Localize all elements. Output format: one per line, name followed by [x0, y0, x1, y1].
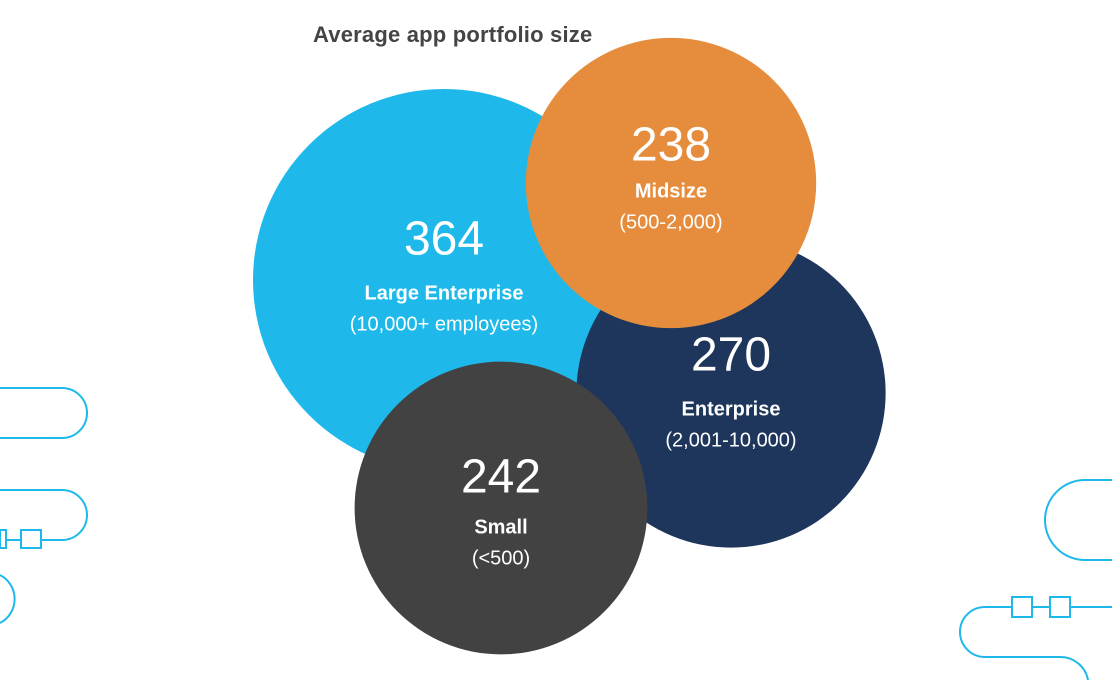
- bubble-sublabel-small: (<500): [472, 547, 530, 569]
- bubble-midsize: 238 Midsize (500-2,000): [525, 37, 817, 329]
- bubble-value-midsize: 238: [631, 119, 711, 172]
- decor-line-left-1: [0, 387, 88, 439]
- bubble-sublabel-enterprise: (2,001-10,000): [665, 429, 796, 451]
- bubble-label-small: Small: [474, 516, 527, 538]
- bubble-circle-small: [354, 361, 648, 655]
- decor-line-right-1: [1044, 479, 1112, 561]
- bubble-circle-midsize: [525, 37, 817, 329]
- decor-line-right-2: [959, 606, 1112, 680]
- decor-square-right-2: [1049, 596, 1071, 618]
- decor-square-right-1: [1011, 596, 1033, 618]
- decor-line-left-2: [0, 489, 88, 541]
- bubble-sublabel-large-enterprise: (10,000+ employees): [350, 313, 538, 335]
- bubble-label-enterprise: Enterprise: [682, 398, 781, 420]
- chart-title: Average app portfolio size: [313, 22, 593, 47]
- bubble-label-large-enterprise: Large Enterprise: [365, 282, 524, 304]
- decor-line-left-3: [0, 574, 16, 624]
- bubble-value-enterprise: 270: [691, 329, 771, 382]
- bubble-value-large-enterprise: 364: [404, 213, 484, 266]
- bubble-label-midsize: Midsize: [635, 180, 707, 202]
- decor-square-left-1: [0, 529, 7, 549]
- bubble-sublabel-midsize: (500-2,000): [619, 211, 722, 233]
- decor-square-left-2: [20, 529, 42, 549]
- bubble-value-small: 242: [461, 451, 541, 504]
- bubble-small: 242 Small (<500): [354, 361, 648, 655]
